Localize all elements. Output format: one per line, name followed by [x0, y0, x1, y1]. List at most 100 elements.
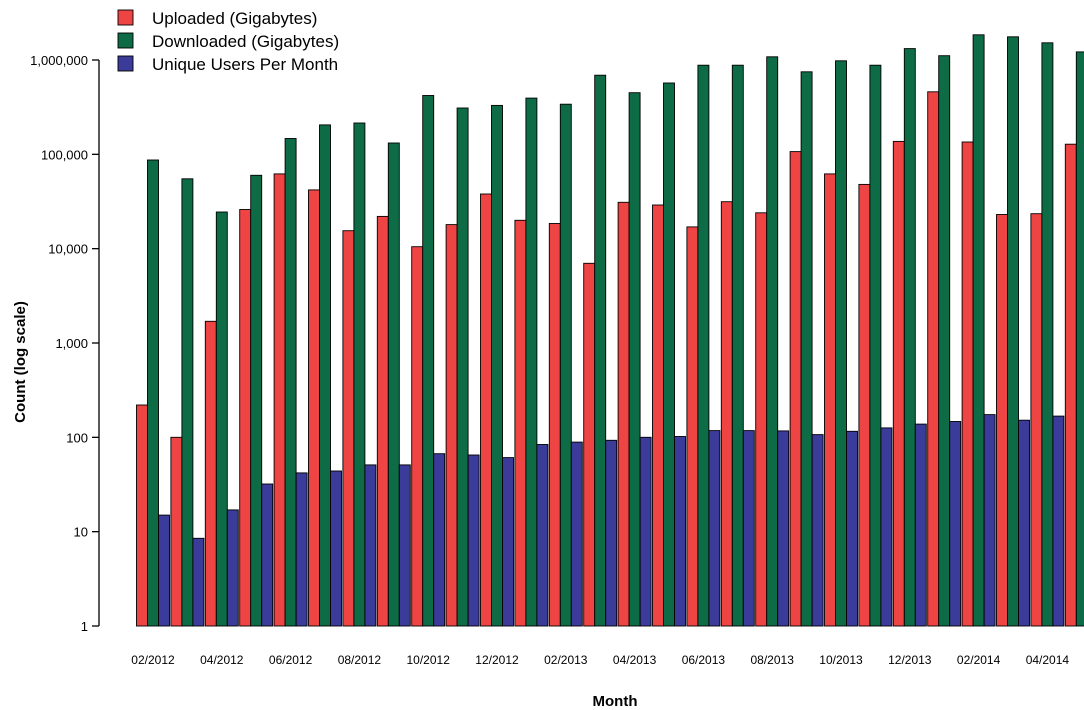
bar-uploaded-23: [927, 91, 940, 627]
bar-uploaded-10: [480, 193, 492, 627]
bar-downloaded-25: [1007, 36, 1019, 627]
x-tick-label: 04/2012: [200, 653, 244, 667]
bar-unique-users-4: [295, 472, 308, 627]
y-tick-label: 1,000: [55, 336, 88, 351]
bar-unique-users-19: [811, 434, 824, 627]
bars: [136, 34, 1084, 627]
bar-downloaded-1: [181, 178, 194, 627]
bar-unique-users-2: [226, 509, 239, 627]
y-tick-label: 10: [74, 525, 88, 540]
bar-uploaded-3: [239, 209, 252, 627]
bar-unique-users-17: [742, 430, 755, 627]
bar-unique-users-8: [433, 453, 446, 627]
bar-uploaded-9: [445, 224, 458, 627]
bar-uploaded-6: [342, 230, 355, 627]
bar-uploaded-13: [583, 262, 596, 627]
bar-uploaded-25: [996, 214, 1008, 627]
bar-unique-users-16: [708, 430, 721, 627]
x-tick-label: 04/2013: [613, 653, 657, 667]
legend-swatch: [117, 55, 134, 72]
bar-downloaded-7: [387, 142, 400, 627]
bar-uploaded-11: [514, 219, 527, 627]
bar-downloaded-19: [800, 71, 813, 627]
bar-uploaded-21: [858, 183, 871, 627]
x-tick-label: 04/2014: [1026, 653, 1070, 667]
x-axis-labels: 02/2012 04/2012 06/2012 08/2012 10/2012 12/20…: [131, 653, 1069, 667]
x-tick-label: 08/2013: [751, 653, 795, 667]
bar-uploaded-24: [961, 141, 974, 627]
bar-unique-users-13: [605, 439, 618, 627]
bar-unique-users-18: [777, 430, 790, 627]
bar-downloaded-4: [284, 138, 297, 627]
bar-unique-users-5: [330, 470, 342, 627]
bar-downloaded-14: [628, 92, 641, 627]
bar-downloaded-10: [491, 104, 503, 627]
bar-unique-users-21: [880, 427, 893, 627]
bar-downloaded-24: [972, 34, 985, 627]
x-tick-label: 02/2012: [131, 653, 175, 667]
legend-label: Unique Users Per Month: [152, 55, 338, 74]
bar-downloaded-26: [1041, 42, 1054, 627]
bar-downloaded-20: [835, 60, 847, 627]
bar-unique-users-25: [1018, 419, 1030, 627]
bar-downloaded-5: [319, 124, 331, 627]
y-axis-ticks: 1 10 100 1,000 10,000 100,000 1,000,000: [30, 53, 99, 634]
bar-unique-users-14: [639, 436, 652, 627]
bar-uploaded-2: [204, 320, 217, 627]
bar-downloaded-13: [594, 74, 607, 627]
bar-uploaded-27: [1064, 143, 1077, 627]
bar-downloaded-11: [525, 97, 538, 627]
bar-downloaded-12: [559, 103, 572, 627]
bar-unique-users-20: [846, 430, 858, 627]
bar-unique-users-26: [1052, 415, 1065, 627]
bar-uploaded-19: [789, 151, 802, 627]
x-tick-label: 12/2012: [475, 653, 519, 667]
y-tick-label: 100,000: [41, 147, 88, 162]
bar-unique-users-10: [502, 457, 514, 627]
bar-downloaded-8: [422, 95, 435, 627]
bar-uploaded-26: [1030, 213, 1043, 627]
bar-downloaded-18: [766, 56, 779, 627]
bar-downloaded-0: [147, 159, 159, 627]
bar-uploaded-12: [548, 223, 561, 627]
y-tick-label: 10,000: [48, 242, 88, 257]
bar-downloaded-3: [250, 174, 263, 627]
bar-uploaded-8: [411, 246, 424, 627]
y-tick-label: 100: [66, 430, 88, 445]
bar-unique-users-7: [398, 464, 411, 627]
x-tick-label: 02/2013: [544, 653, 588, 667]
bar-uploaded-18: [755, 212, 768, 627]
bar-uploaded-22: [892, 140, 905, 627]
bar-unique-users-11: [536, 444, 549, 627]
y-tick-label: 1,000,000: [30, 53, 88, 68]
bar-uploaded-20: [824, 173, 836, 627]
bar-uploaded-1: [170, 436, 183, 627]
bar-downloaded-15: [663, 82, 675, 627]
bar-unique-users-22: [914, 423, 927, 627]
bar-downloaded-9: [456, 107, 469, 627]
bar-downloaded-6: [353, 122, 366, 627]
bar-downloaded-23: [938, 55, 951, 627]
bar-unique-users-23: [949, 421, 962, 627]
bar-uploaded-16: [686, 226, 699, 627]
x-tick-label: 12/2013: [888, 653, 932, 667]
y-tick-label: 1: [81, 619, 88, 634]
legend-label: Downloaded (Gigabytes): [152, 32, 339, 51]
x-tick-label: 10/2012: [407, 653, 451, 667]
bar-uploaded-4: [273, 173, 286, 627]
x-tick-label: 06/2012: [269, 653, 313, 667]
bar-uploaded-5: [308, 189, 320, 627]
legend-label: Uploaded (Gigabytes): [152, 9, 317, 28]
bar-downloaded-17: [731, 64, 744, 627]
bar-unique-users-12: [570, 441, 583, 627]
bar-downloaded-21: [869, 64, 882, 627]
x-axis-title: Month: [593, 693, 638, 710]
bar-uploaded-15: [652, 204, 664, 627]
bar-downloaded-22: [903, 48, 916, 627]
x-tick-label: 08/2012: [338, 653, 382, 667]
bar-unique-users-3: [261, 483, 274, 627]
bar-unique-users-0: [158, 514, 170, 627]
bar-unique-users-24: [983, 414, 996, 627]
legend-swatch: [117, 32, 134, 49]
bar-uploaded-7: [376, 215, 389, 627]
